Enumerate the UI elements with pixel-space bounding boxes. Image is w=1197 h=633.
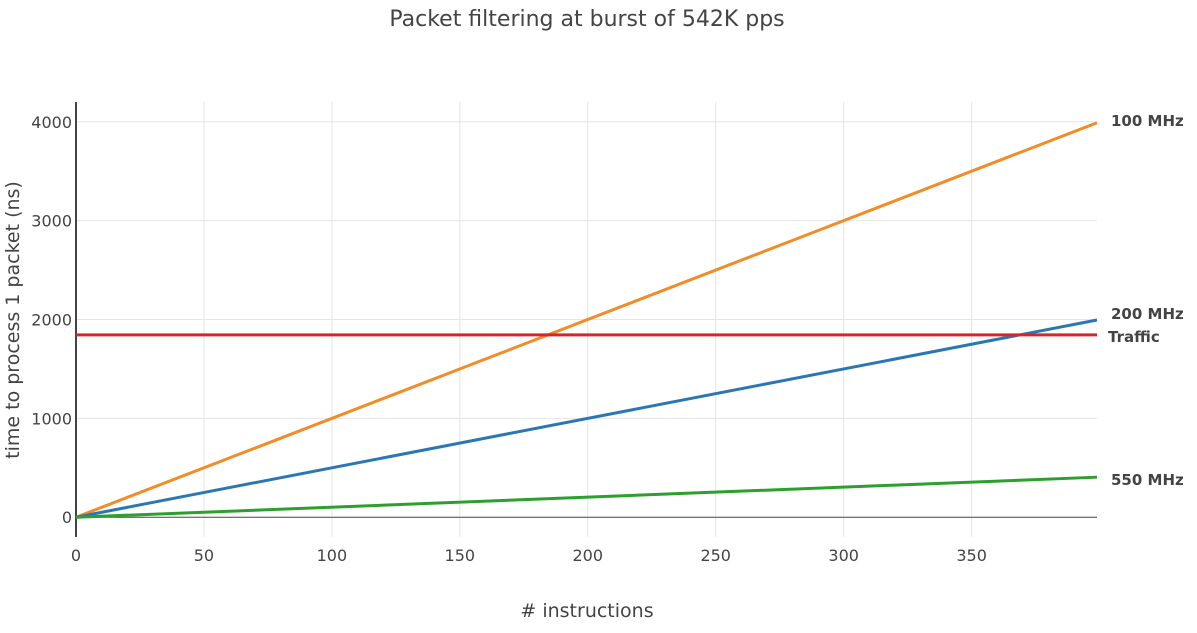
y-tick-label: 0 (62, 508, 72, 527)
x-tick-label: 0 (71, 546, 81, 565)
x-tick-label: 100 (317, 546, 348, 565)
series-label-100-mhz: 100 MHz (1111, 112, 1184, 130)
axes: 0 50 100 150 200 250 300 350 0 1000 2000 3000 4000 (31, 102, 1097, 565)
series-line-100-mhz (75, 121, 1098, 519)
x-tick-label: 250 (700, 546, 731, 565)
x-axis-label: # instructions (520, 600, 653, 622)
series-label-550-mhz: 550 MHz (1111, 471, 1184, 489)
y-tick-label: 4000 (31, 113, 72, 132)
series-line-550-mhz (75, 475, 1098, 519)
x-tick-label: 300 (828, 546, 859, 565)
y-tick-label: 2000 (31, 311, 72, 330)
x-tick-label: 200 (573, 546, 604, 565)
x-tick-label: 150 (445, 546, 476, 565)
x-tick-label: 50 (194, 546, 214, 565)
series-group: 100 MHz 200 MHz Traffic 550 MHz (75, 112, 1184, 519)
series-label-traffic: Traffic (1108, 328, 1160, 346)
x-tick-label: 350 (956, 546, 987, 565)
series-label-200-mhz: 200 MHz (1111, 305, 1184, 323)
y-axis-label: time to process 1 packet (ns) (2, 181, 24, 459)
series-line-200-mhz (75, 318, 1098, 519)
y-tick-label: 3000 (31, 212, 72, 231)
chart-title: Packet filtering at burst of 542K pps (389, 7, 784, 32)
y-tick-label: 1000 (31, 409, 72, 428)
